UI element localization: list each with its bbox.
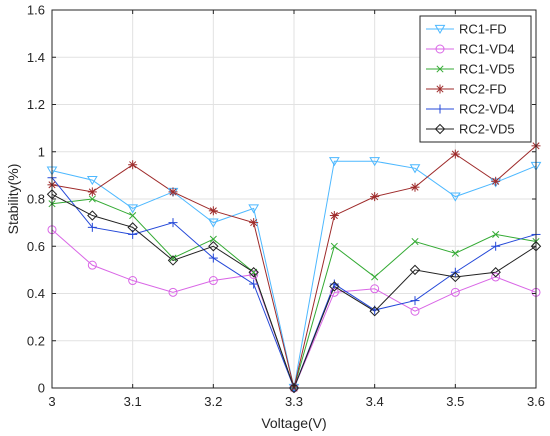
- data-point-rc1-fd: [248, 204, 260, 214]
- legend-marker: [435, 84, 445, 94]
- data-point-rc1-vd4: [208, 276, 218, 286]
- data-point-rc2-vd5: [87, 210, 98, 221]
- data-point-rc1-vd5: [129, 211, 137, 220]
- data-point-rc1-fd: [328, 157, 340, 167]
- data-point-rc2-vd5: [490, 267, 501, 278]
- data-point-rc1-vd4: [450, 287, 460, 297]
- y-axis-title: Stability(%): [5, 164, 21, 235]
- legend-item-rc2-vd5: RC2-VD5: [426, 122, 515, 137]
- data-point-rc2-fd: [208, 206, 218, 216]
- x-tick-label: 3.4: [366, 394, 384, 409]
- data-point-rc1-vd4: [370, 284, 380, 294]
- legend-label: RC1-FD: [459, 22, 507, 37]
- data-point-rc1-vd5: [411, 237, 419, 246]
- x-tick-label: 3.1: [124, 394, 142, 409]
- legend-item-rc1-fd: RC1-FD: [426, 22, 507, 37]
- data-point-rc2-vd5: [329, 281, 340, 292]
- data-point-rc2-fd: [87, 187, 97, 197]
- y-tick-label: 0.4: [27, 286, 45, 301]
- data-point-rc2-vd4: [249, 279, 259, 289]
- data-point-rc2-fd: [410, 182, 420, 192]
- data-point-rc2-fd: [329, 211, 339, 221]
- data-point-rc2-fd: [128, 160, 138, 170]
- x-tick-label: 3: [48, 394, 55, 409]
- data-point-rc1-fd: [409, 164, 421, 174]
- data-point-rc1-vd4: [87, 260, 97, 270]
- data-point-rc1-vd4: [410, 306, 420, 316]
- legend-marker: [434, 123, 446, 135]
- data-point-rc2-vd5: [248, 267, 259, 278]
- x-tick-label: 3.6: [527, 394, 545, 409]
- data-point-rc1-vd4: [128, 276, 138, 286]
- data-point-rc1-vd4: [249, 270, 259, 280]
- legend-item-rc2-vd4: RC2-VD4: [426, 102, 515, 117]
- y-tick-label: 0.2: [27, 333, 45, 348]
- data-point-rc2-vd5: [127, 222, 138, 233]
- data-point-rc1-vd5: [451, 249, 459, 257]
- data-point-rc1-vd5: [169, 254, 177, 262]
- data-point-rc2-vd4: [329, 279, 339, 289]
- legend-marker: [434, 24, 446, 35]
- y-tick-label: 1.2: [27, 97, 45, 112]
- data-point-rc2-vd4: [168, 218, 178, 228]
- legend-marker: [436, 65, 444, 73]
- y-tick-label: 0.6: [27, 239, 45, 254]
- data-point-rc2-vd4: [87, 222, 97, 232]
- data-point-rc2-vd5: [409, 264, 421, 276]
- ticks: 3 3.1 3.2 3.3 3.4 3.5 3.6 0 0.2 0.4 0.6 0.8 1 1.2 1.4 1…: [27, 3, 545, 410]
- data-point-rc1-vd5: [371, 273, 379, 281]
- data-point-rc2-fd: [168, 187, 178, 197]
- data-point-rc1-vd5: [492, 230, 500, 238]
- y-tick-label: 1.6: [27, 3, 45, 18]
- legend-item-rc1-vd5: RC1-VD5: [426, 62, 515, 77]
- data-point-rc2-vd5: [288, 382, 300, 394]
- data-point-rc1-vd5: [209, 235, 217, 243]
- data-point-rc2-fd: [450, 149, 460, 159]
- data-point-rc2-fd: [370, 192, 380, 202]
- y-tick-label: 1: [38, 144, 45, 159]
- data-point-rc2-fd: [491, 176, 501, 186]
- x-axis-title: Voltage(V): [261, 415, 326, 431]
- legend-marker: [435, 44, 445, 54]
- legend-label: RC2-VD4: [459, 102, 515, 117]
- data-point-rc2-fd: [249, 218, 259, 228]
- data-point-rc2-vd5: [450, 271, 461, 283]
- legend-label: RC2-FD: [459, 82, 507, 97]
- data-point-rc2-vd4: [410, 296, 420, 306]
- data-point-rc2-vd5: [208, 241, 219, 252]
- legend-label: RC2-VD5: [459, 122, 515, 137]
- y-tick-label: 0: [38, 381, 45, 396]
- legend: RC1-FD RC1-VD4 RC1-VD5 RC2-FD RC2-VD4 RC2-VD5: [419, 15, 532, 143]
- legend-label: RC1-VD5: [459, 62, 515, 77]
- data-point-rc2-vd5: [167, 255, 179, 266]
- data-point-rc1-vd4: [491, 272, 501, 282]
- x-tick-label: 3.3: [285, 394, 303, 409]
- legend-label: RC1-VD4: [459, 42, 515, 57]
- data-point-rc1-vd4: [168, 287, 178, 297]
- x-tick-label: 3.2: [204, 394, 222, 409]
- data-point-rc1-fd: [207, 218, 219, 228]
- data-point-rc1-fd: [86, 176, 98, 186]
- y-tick-label: 0.8: [27, 192, 45, 207]
- legend-box: [419, 15, 532, 143]
- y-tick-label: 1.4: [27, 50, 45, 65]
- data-point-rc1-vd5: [88, 195, 96, 203]
- data-point-rc1-fd: [449, 192, 461, 202]
- legend-item-rc1-vd4: RC1-VD4: [426, 42, 515, 57]
- legend-marker: [435, 104, 445, 114]
- data-point-rc1-fd: [127, 204, 139, 214]
- data-point-rc1-vd5: [330, 242, 338, 250]
- data-point-rc2-vd5: [369, 306, 380, 317]
- legend-item-rc2-fd: RC2-FD: [426, 82, 507, 97]
- data-point-rc2-vd4: [491, 241, 501, 251]
- data-point-rc1-fd: [369, 157, 381, 167]
- data-point-rc2-vd4: [208, 253, 218, 263]
- x-tick-label: 3.5: [446, 394, 464, 409]
